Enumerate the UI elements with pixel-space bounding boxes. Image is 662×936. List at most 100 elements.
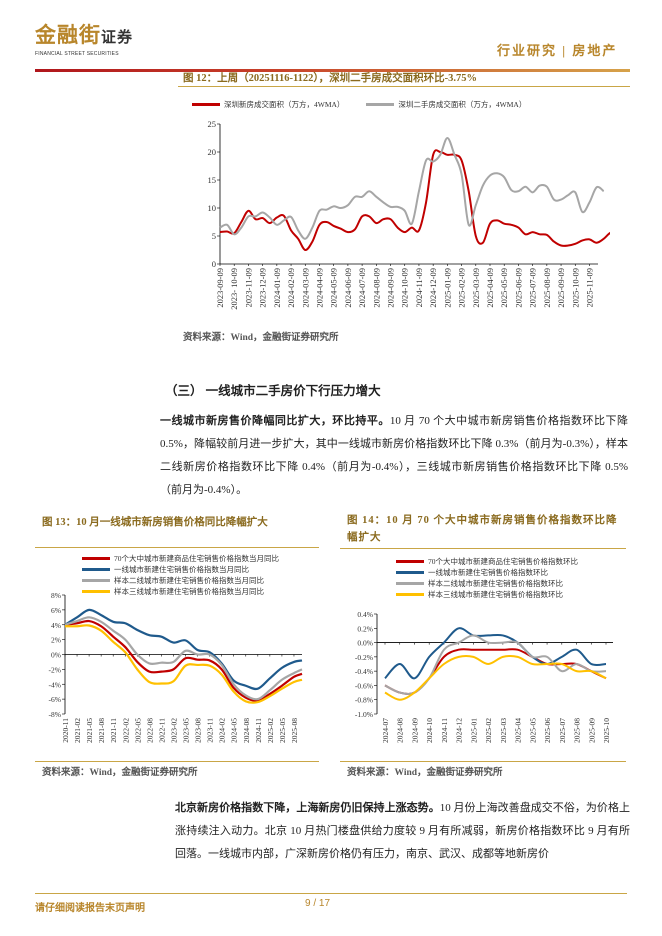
legend-label: 样本二线城市新建住宅销售价格指数当月同比 <box>114 576 264 585</box>
header-divider <box>35 69 630 72</box>
x-tick-label: 2025-10-09 <box>570 268 580 308</box>
x-tick-label: 2022-02 <box>121 718 130 743</box>
x-tick-label: 2025-09-09 <box>556 268 566 308</box>
x-tick-label: 2025-01 <box>469 718 478 743</box>
footer-divider <box>35 893 627 894</box>
x-tick-label: 2024-12-09 <box>428 268 438 308</box>
y-tick-label: -0.4% <box>355 667 373 676</box>
legend-swatch <box>82 568 110 571</box>
y-tick-label: -1.0% <box>355 710 373 719</box>
y-tick-label: -0.6% <box>355 681 373 690</box>
fig14-source: 资料来源：Wind，金融街证券研究所 <box>347 768 503 778</box>
series-line-4 <box>384 654 607 701</box>
x-tick-label: 2024-07-09 <box>357 268 367 308</box>
legend-label: 一线城市新建住宅销售价格指数环比 <box>428 568 548 577</box>
x-tick-label: 2024-04-09 <box>314 268 324 308</box>
y-tick-label: 10 <box>208 203 217 213</box>
x-tick-label: 2023-09-09 <box>215 268 225 308</box>
series-line-1 <box>219 149 610 251</box>
divider <box>340 761 626 762</box>
y-tick-label: -2% <box>49 665 62 674</box>
x-tick-label: 2021-11 <box>109 718 118 743</box>
x-tick-label: 2025-07 <box>558 718 567 743</box>
x-tick-label: 2025-02-09 <box>457 268 467 308</box>
series-line-1 <box>64 619 303 702</box>
x-tick-label: 2025-08 <box>290 718 299 743</box>
series-line-3 <box>384 634 607 695</box>
legend-item: 深圳新房成交面积（万方，4WMA） <box>192 99 344 110</box>
legend-swatch <box>82 590 110 593</box>
y-tick-label: 5 <box>212 231 216 241</box>
legend-label: 样本三线城市新建住宅销售价格指数环比 <box>428 590 563 599</box>
fig13-legend: 70个大中城市新建商品住宅销售价格指数当月同比 一线城市新建住宅销售价格指数当月同… <box>82 553 279 597</box>
series-line-2 <box>219 137 605 240</box>
x-tick-label: 2025-09 <box>587 718 596 743</box>
x-tick-label: 2024-05 <box>230 718 239 743</box>
series-line-3 <box>64 616 303 701</box>
series-line-2 <box>64 608 303 691</box>
y-tick-label: 0.4% <box>357 610 373 619</box>
fig13-title: 图 13：10 月一线城市新房销售价格同比降幅扩大 <box>42 517 268 528</box>
legend-swatch <box>82 557 110 560</box>
x-tick-label: 2025-07-09 <box>528 268 538 308</box>
paragraph-2-text: 10 月份上海改善盘成交不俗，为价格上涨持续注入动力。北京 10 月热门楼盘供给… <box>175 802 630 860</box>
fig12-legend: 深圳新房成交面积（万方，4WMA） 深圳二手房成交面积（万方，4WMA） <box>192 99 526 110</box>
x-tick-label: 2024-09 <box>410 718 419 743</box>
x-tick-label: 2025-05-09 <box>499 268 509 308</box>
x-tick-label: 2024-10 <box>425 718 434 743</box>
paragraph-2-lead: 北京新房价格指数下降，上海新房仍旧保持上涨态势。 <box>175 802 440 814</box>
legend-label: 70个大中城市新建商品住宅销售价格指数当月同比 <box>114 554 279 563</box>
legend-label: 一线城市新建住宅销售价格指数当月同比 <box>114 565 249 574</box>
legend-swatch <box>396 593 424 596</box>
paragraph-1: 一线城市新房售价降幅同比扩大，环比持平。10 月 70 个大中城市新房销售价格指… <box>160 410 628 502</box>
report-category: 行业研究 | 房地产 <box>497 43 618 58</box>
fig13-source: 资料来源：Wind，金融街证券研究所 <box>42 768 198 778</box>
legend-swatch <box>366 103 395 106</box>
x-tick-label: 2023-05 <box>182 718 191 743</box>
legend-swatch <box>82 579 110 582</box>
logo: 金融街证券 <box>35 24 133 50</box>
y-tick-label: -8% <box>49 710 62 719</box>
fig12-source: 资料来源：Wind，金融街证券研究所 <box>183 333 339 343</box>
x-tick-label: 2024-11 <box>440 718 449 743</box>
paragraph-1-text: 10 月 70 个大中城市新房销售价格指数环比下降 0.5%，降幅较前月进一步扩… <box>160 415 628 496</box>
x-tick-label: 2023-08 <box>194 718 203 743</box>
x-tick-label: 2024-11-09 <box>414 268 424 307</box>
legend-label: 样本二线城市新建住宅销售价格指数环比 <box>428 579 563 588</box>
x-tick-label: 2024-02 <box>218 718 227 743</box>
x-tick-label: 2025-08 <box>573 718 582 743</box>
y-tick-label: 0% <box>51 651 61 660</box>
logo-en: FINANCIAL STREET SECURITIES <box>35 51 119 57</box>
x-tick-label: 2024-01-09 <box>272 268 282 308</box>
x-tick-label: 2021-05 <box>85 718 94 743</box>
series-line-2 <box>384 627 607 680</box>
legend-item: 70个大中城市新建商品住宅销售价格指数环比 <box>396 556 578 567</box>
x-tick-label: 2025-10 <box>602 718 611 743</box>
fig12-chart: 0 5 10 15 20 25 2023-09-09 2023- 10-09 2023-11-0… <box>208 119 610 310</box>
x-tick-label: 2024-08-09 <box>371 268 381 308</box>
x-tick-label: 2021-08 <box>97 718 106 743</box>
footer-disclaimer: 请仔细阅读报告末页声明 <box>35 903 145 914</box>
fig14-chart: -1.0% -0.8% -0.6% -0.4% -0.2% 0.0% 0.2% 0.4% 202… <box>355 610 613 743</box>
y-tick-label: 0.2% <box>357 624 373 633</box>
legend-item: 样本二线城市新建住宅销售价格指数环比 <box>396 578 578 589</box>
logo-text: 金融街 <box>35 23 101 47</box>
x-tick-label: 2023-11-09 <box>243 268 253 307</box>
x-tick-label: 2024-12 <box>455 718 464 743</box>
x-tick-label: 2024-06-09 <box>343 268 353 308</box>
x-tick-label: 2024-10-09 <box>400 268 410 308</box>
x-tick-label: 2024-03-09 <box>300 268 310 308</box>
y-tick-label: 25 <box>208 119 217 129</box>
paragraph-2: 北京新房价格指数下降，上海新房仍旧保持上涨态势。10 月份上海改善盘成交不俗，为… <box>175 797 630 866</box>
x-tick-label: 2025-06-09 <box>513 268 523 308</box>
x-tick-label: 2023-02 <box>169 718 178 743</box>
x-tick-label: 2025-08-09 <box>542 268 552 308</box>
divider <box>35 761 319 762</box>
x-tick-label: 2025-03 <box>499 718 508 743</box>
series-line-4 <box>64 624 303 704</box>
y-tick-label: -6% <box>49 695 62 704</box>
y-tick-label: 15 <box>208 175 217 185</box>
x-tick-label: 2025-04 <box>514 718 523 743</box>
x-tick-label: 2025-06 <box>543 718 552 743</box>
y-tick-label: 2% <box>51 636 61 645</box>
